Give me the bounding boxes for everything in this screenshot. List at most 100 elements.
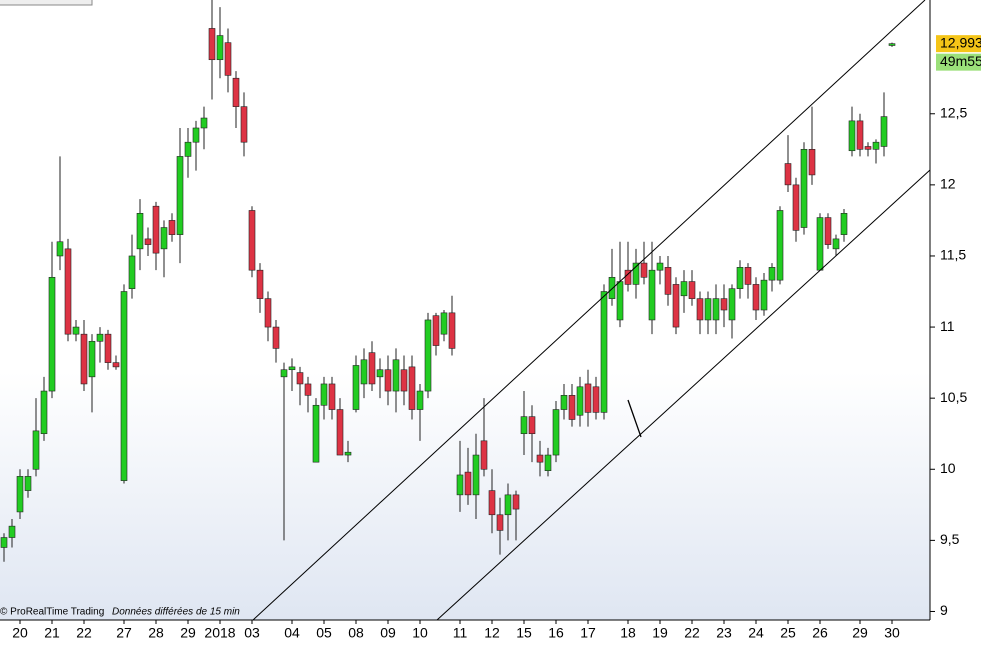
- candle-body: [400, 369, 408, 392]
- x-tick-label: 11: [453, 625, 468, 641]
- candle-body: [0, 537, 8, 548]
- last-price: 12,993: [940, 34, 981, 50]
- candle-body: [536, 454, 544, 463]
- candle-body: [272, 326, 280, 349]
- candle-body: [232, 77, 240, 107]
- y-tick-label: 11: [940, 318, 955, 334]
- candle-body: [296, 372, 304, 385]
- candle-body: [248, 210, 256, 271]
- x-tick-label: 28: [148, 625, 164, 641]
- candle-body: [688, 281, 696, 299]
- countdown-box: [936, 53, 981, 71]
- candle-body: [760, 279, 768, 311]
- candle-body: [640, 262, 648, 278]
- candle-body: [712, 298, 720, 321]
- candle-body: [80, 333, 88, 385]
- x-tick-label: 2018: [204, 625, 235, 641]
- x-tick-label: 19: [652, 625, 668, 641]
- candle-body: [568, 395, 576, 420]
- candle-body: [152, 205, 160, 254]
- candle-body: [88, 340, 96, 378]
- candle-body: [408, 366, 416, 410]
- channel-lower: [436, 169, 931, 621]
- candle-body: [888, 43, 896, 46]
- x-tick-label: 12: [484, 625, 500, 641]
- x-tick-label: 03: [244, 625, 260, 641]
- candle-body: [768, 267, 776, 281]
- candle-body: [384, 369, 392, 392]
- x-tick-label: 21: [44, 625, 60, 641]
- candle-body: [720, 298, 728, 311]
- candle-body: [160, 227, 168, 250]
- x-tick-label: 23: [716, 625, 732, 641]
- channel-upper: [252, 0, 926, 621]
- candle-body: [216, 35, 224, 61]
- y-tick-label: 9,5: [940, 531, 960, 547]
- candle-body: [56, 241, 64, 257]
- panel-tab: [0, 0, 93, 6]
- y-tick-label: 10: [940, 460, 956, 476]
- candle-body: [552, 409, 560, 456]
- candle-body: [168, 220, 176, 235]
- candle-body: [64, 248, 72, 335]
- candle-body: [824, 217, 832, 245]
- countdown: 49m55: [940, 53, 981, 69]
- candle-body: [136, 213, 144, 250]
- candle-body: [704, 298, 712, 321]
- candle-body: [872, 141, 880, 150]
- candle-body: [560, 395, 568, 410]
- candle-body: [360, 359, 368, 385]
- candle-body: [176, 156, 184, 235]
- candle-body: [336, 409, 344, 456]
- candle-body: [504, 494, 512, 516]
- candle-body: [208, 28, 216, 61]
- candle-body: [432, 315, 440, 346]
- candle-body: [72, 326, 80, 335]
- candle-body: [584, 383, 592, 413]
- x-tick-label: 27: [116, 625, 132, 641]
- candle-body: [40, 390, 48, 435]
- candle-body: [144, 238, 152, 245]
- candle-body: [344, 451, 352, 456]
- candle-body: [632, 262, 640, 285]
- candle-body: [576, 386, 584, 416]
- candle-body: [608, 276, 616, 299]
- candle-body: [832, 238, 840, 250]
- x-tick-label: 18: [620, 625, 636, 641]
- candle-body: [512, 494, 520, 510]
- candle-body: [528, 416, 536, 435]
- x-tick-label: 09: [380, 625, 396, 641]
- candle-body: [376, 369, 384, 378]
- candle-body: [728, 288, 736, 321]
- candle-body: [696, 298, 704, 321]
- x-tick-label: 17: [580, 625, 596, 641]
- candle-body: [776, 210, 784, 281]
- x-tick-label: 26: [812, 625, 828, 641]
- y-tick-label: 11,5: [940, 247, 966, 263]
- candle-body: [488, 490, 496, 516]
- candle-body: [520, 416, 528, 435]
- candle-body: [784, 163, 792, 186]
- candle-body: [424, 319, 432, 392]
- candle-body: [32, 430, 40, 470]
- candle-body: [104, 333, 112, 363]
- candle-body: [840, 213, 848, 235]
- candle-body: [600, 291, 608, 413]
- candle-body: [96, 333, 104, 342]
- candle-body: [184, 141, 192, 157]
- candle-body: [264, 298, 272, 328]
- candle-body: [120, 291, 128, 481]
- candle-body: [16, 476, 24, 513]
- candle-body: [312, 404, 320, 463]
- candle-body: [592, 386, 600, 413]
- candle-body: [856, 120, 864, 150]
- candle-body: [352, 365, 360, 410]
- x-tick-label: 20: [12, 625, 28, 641]
- candle-body: [680, 281, 688, 297]
- candle-body: [368, 352, 376, 385]
- x-tick-label: 29: [180, 625, 196, 641]
- candle-body: [256, 269, 264, 299]
- y-tick-label: 12,5: [940, 104, 967, 120]
- x-tick-label: 05: [316, 625, 332, 641]
- candle-body: [672, 284, 680, 328]
